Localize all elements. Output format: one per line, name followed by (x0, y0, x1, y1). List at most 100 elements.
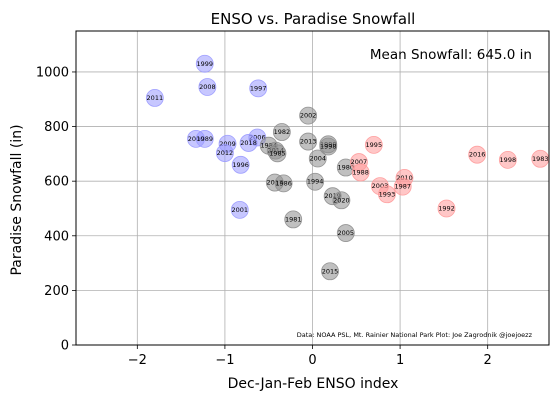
point-marker (145, 88, 164, 107)
point-marker (230, 200, 249, 219)
point-marker (284, 210, 303, 229)
point-label: 1980 (338, 164, 355, 172)
chart-title: ENSO vs. Paradise Snowfall (211, 10, 416, 28)
point-label: 2005 (338, 229, 355, 237)
y-tick-label: 400 (44, 229, 69, 244)
point-label: 1996 (232, 161, 249, 169)
point-label: 2001 (232, 206, 249, 214)
data-point-neutral: 1985 (268, 144, 287, 163)
data-point-la-nina: 2001 (230, 200, 249, 219)
data-point-neutral: 2013 (299, 132, 318, 151)
point-label: 2003 (372, 182, 389, 190)
x-tick-label: 1 (396, 353, 404, 368)
point-label: 1985 (269, 149, 286, 157)
data-point-el-nino: 2016 (468, 145, 487, 164)
point-marker (274, 174, 293, 193)
data-point-la-nina: 2012 (216, 144, 234, 162)
x-axis-title: Dec-Jan-Feb ENSO index (228, 376, 399, 392)
data-point-la-nina: 1996 (231, 155, 250, 174)
y-axis-title: Paradise Snowfall (in) (9, 124, 25, 275)
point-marker (351, 163, 370, 182)
point-label: 1982 (274, 128, 291, 136)
point-label: 1987 (394, 183, 411, 191)
y-tick-label: 1000 (36, 65, 69, 80)
data-point-el-nino: 1998 (498, 150, 517, 169)
point-label: 2010 (396, 174, 413, 182)
point-marker (231, 155, 250, 174)
data-credit: Data: NOAA PSL, Mt. Rainier National Par… (297, 331, 533, 339)
data-point-neutral: 1981 (284, 210, 303, 229)
point-label: 2011 (147, 94, 164, 102)
point-label: 2002 (300, 112, 317, 120)
point-marker (393, 177, 412, 196)
point-label: 1986 (275, 179, 292, 187)
data-point-neutral: 2002 (299, 106, 318, 125)
point-marker (364, 135, 383, 154)
x-tick-label: 2 (484, 353, 492, 368)
point-marker (306, 172, 325, 191)
point-marker (195, 129, 214, 148)
point-marker (216, 144, 234, 162)
point-marker (308, 149, 327, 168)
y-tick-label: 0 (61, 339, 69, 354)
point-marker (321, 262, 339, 281)
point-marker (195, 54, 214, 73)
point-label: 1994 (307, 178, 324, 186)
data-point-la-nina: 2018 (239, 134, 258, 152)
point-marker (299, 106, 318, 125)
point-marker (249, 79, 268, 98)
point-marker (198, 78, 217, 96)
point-label: 1997 (250, 84, 267, 92)
point-label: 1995 (366, 141, 383, 149)
point-label: 2019 (324, 192, 341, 200)
point-marker (319, 137, 338, 156)
data-point-la-nina: 1997 (249, 79, 268, 98)
point-marker (239, 134, 258, 152)
data-point-neutral: 1994 (306, 172, 325, 191)
data-point-la-nina: 2011 (145, 88, 164, 107)
point-marker (468, 145, 487, 164)
point-marker (332, 191, 351, 210)
data-point-el-nino: 1988 (351, 163, 370, 182)
point-label: 2004 (309, 155, 326, 163)
point-label: 2009 (219, 140, 236, 148)
point-marker (437, 199, 456, 218)
data-point-neutral: 2015 (321, 262, 339, 281)
point-label: 1989 (196, 135, 213, 143)
point-label: 1999 (196, 60, 213, 68)
data-point-el-nino: 1993 (378, 185, 396, 204)
x-tick-label: −2 (128, 353, 147, 368)
point-label: 2015 (322, 267, 339, 275)
y-tick-label: 600 (44, 175, 69, 190)
data-point-la-nina: 2008 (198, 78, 217, 96)
point-label: 1993 (379, 190, 396, 198)
data-point-neutral: 2005 (336, 224, 355, 242)
point-marker (268, 144, 287, 163)
point-marker (498, 150, 517, 169)
data-point-neutral: 1982 (272, 123, 291, 141)
point-marker (336, 224, 355, 242)
point-label: 1998 (320, 142, 337, 150)
data-point-neutral: 1998 (319, 137, 338, 156)
data-point-la-nina: 1999 (195, 54, 214, 73)
point-label: 2012 (217, 149, 234, 157)
point-label: 2016 (469, 151, 486, 159)
point-label: 1988 (352, 168, 369, 176)
mean-snowfall-annotation: Mean Snowfall: 645.0 in (370, 47, 532, 63)
point-label: 2007 (351, 158, 368, 166)
data-point-el-nino: 1992 (437, 199, 456, 218)
point-marker (378, 185, 396, 204)
y-tick-label: 200 (44, 284, 69, 299)
data-point-neutral: 2020 (332, 191, 351, 210)
point-label: 2008 (199, 83, 216, 91)
point-label: 1998 (500, 156, 517, 164)
data-points: 1999201120081997200019892009201220062018… (145, 54, 550, 281)
point-marker (299, 132, 318, 151)
data-point-el-nino: 1987 (393, 177, 412, 196)
point-label: 2006 (249, 133, 266, 141)
data-point-el-nino: 1995 (364, 135, 383, 154)
data-point-la-nina: 1989 (195, 129, 214, 148)
data-point-neutral: 1986 (274, 174, 293, 193)
